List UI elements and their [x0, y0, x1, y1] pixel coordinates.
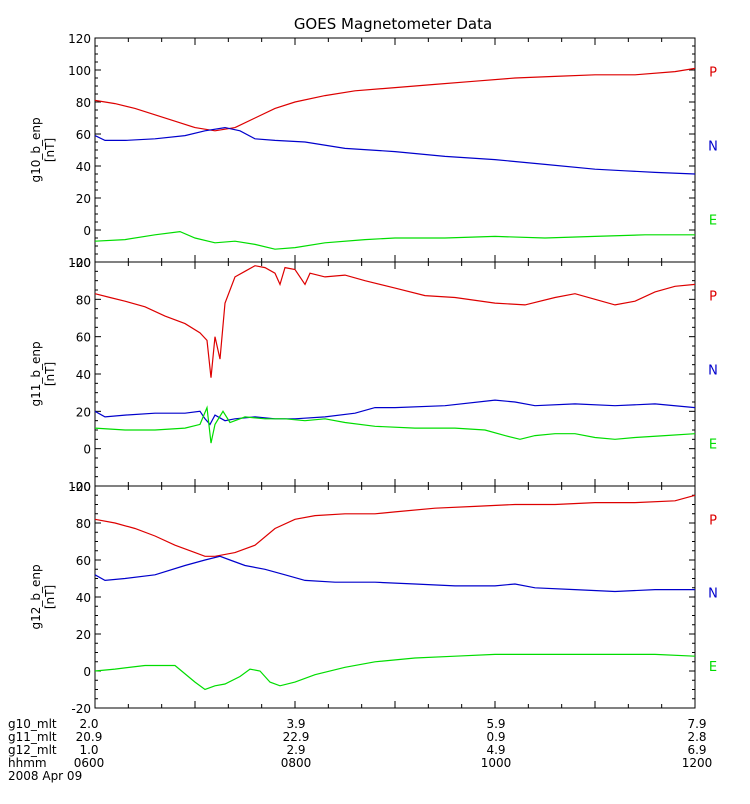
footer-value: 3.9 [286, 717, 306, 731]
panel-3-legend-n: N [708, 587, 718, 602]
panel-1-ytick-label: 0 [83, 224, 91, 238]
panel-3-series-p [94, 494, 696, 557]
footer-row-label: g12_mlt [8, 743, 57, 757]
footer-value: 0.9 [486, 730, 506, 744]
panel-3-ytick-label: 40 [76, 591, 91, 605]
footer-value: 0600 [73, 756, 105, 770]
panel-3-series-n [94, 555, 695, 593]
panel-1-ytick-label: 120 [68, 32, 91, 46]
footer-value: 4.9 [486, 743, 506, 757]
panel-3-ytick-label: 100 [68, 480, 91, 494]
panel-1-series-n [94, 126, 696, 175]
panel-1-ytick-label: 100 [68, 64, 91, 78]
panel-3-frame [94, 485, 696, 709]
panel-2-frame [94, 261, 696, 487]
panel-3-yunit: [nT] [43, 585, 57, 609]
footer-row-label: g10_mlt [8, 717, 57, 731]
panel-2-series-n [94, 399, 696, 426]
panel-3-series-e [94, 653, 696, 691]
panel-2-legend-p: P [709, 290, 717, 305]
panel-1-ytick-label: 40 [76, 160, 91, 174]
footer-value: 22.9 [282, 730, 310, 744]
panel-1-ytick-label: 60 [76, 128, 91, 142]
panel-2-ytick-label: 20 [76, 405, 91, 419]
panel-1-series-e [94, 230, 695, 250]
footer-value: 7.9 [687, 717, 707, 731]
footer-value: 6.9 [687, 743, 707, 757]
panel-3-ytick-label: 0 [83, 665, 91, 679]
footer-value: 2.8 [687, 730, 707, 744]
panel-1-ytick-label: 20 [76, 192, 91, 206]
panel-1-frame [94, 37, 696, 263]
panel-3-legend-p: P [709, 513, 717, 528]
footer-row-label: hhmm [8, 756, 47, 770]
panel-2-ytick-label: -20 [71, 480, 91, 494]
panel-2-legend-e: E [709, 437, 717, 452]
footer-row: g10_mlt 2.0 3.9 5.9 7.9 [8, 718, 742, 731]
panel-1-legend-p: P [709, 66, 717, 81]
panel-2-ytick-label: 0 [83, 443, 91, 457]
panel-3-ytick-label: -20 [71, 702, 91, 716]
footer-row: g11_mlt 20.9 22.9 0.9 2.8 [8, 731, 742, 744]
panel-3-legend-e: E [709, 660, 717, 675]
panel-2-yunit: [nT] [43, 362, 57, 386]
footer-value: 2.0 [79, 717, 99, 731]
footer-value: 20.9 [75, 730, 103, 744]
footer-value: 1.0 [79, 743, 99, 757]
panel-3-ytick-label: 20 [76, 628, 91, 642]
panel-2-ytick-label: 100 [68, 256, 91, 270]
footer-row: g12_mlt 1.0 2.9 4.9 6.9 [8, 744, 742, 757]
panel-2-legend-n: N [708, 364, 718, 379]
panel-1-ytick-label: -20 [71, 256, 91, 270]
panel-1-ytick-label: 80 [76, 96, 91, 110]
panel-1-series-p [94, 67, 696, 132]
panel-2-ylabel: g11_b_enp [29, 341, 43, 406]
panel-2-series-p [94, 265, 696, 378]
footer-value: 0800 [280, 756, 312, 770]
footer-row-label: g11_mlt [8, 730, 57, 744]
footer-value: 1200 [681, 756, 713, 770]
panel-3-ytick-label: 80 [76, 517, 91, 531]
footer-value: 5.9 [486, 717, 506, 731]
panel-1-legend-e: E [709, 213, 717, 228]
chart-title: GOES Magnetometer Data [294, 15, 492, 33]
panel-2-ytick-label: 60 [76, 331, 91, 345]
panel-1-yunit: [nT] [43, 138, 57, 162]
panel-1-ylabel: g10_b_enp [29, 117, 43, 182]
footer-date: 2008 Apr 09 [8, 769, 83, 783]
panel-1-legend-n: N [708, 140, 718, 155]
footer-row: hhmm 0600 0800 1000 1200 [8, 757, 742, 770]
panel-2-series-e [94, 405, 696, 444]
panel-3-ytick-label: 60 [76, 554, 91, 568]
panel-2-ytick-label: 80 [76, 293, 91, 307]
footer-value: 2.9 [286, 743, 306, 757]
footer-value: 1000 [480, 756, 512, 770]
panel-3-ylabel: g12_b_enp [29, 564, 43, 629]
panel-2-ytick-label: 40 [76, 368, 91, 382]
